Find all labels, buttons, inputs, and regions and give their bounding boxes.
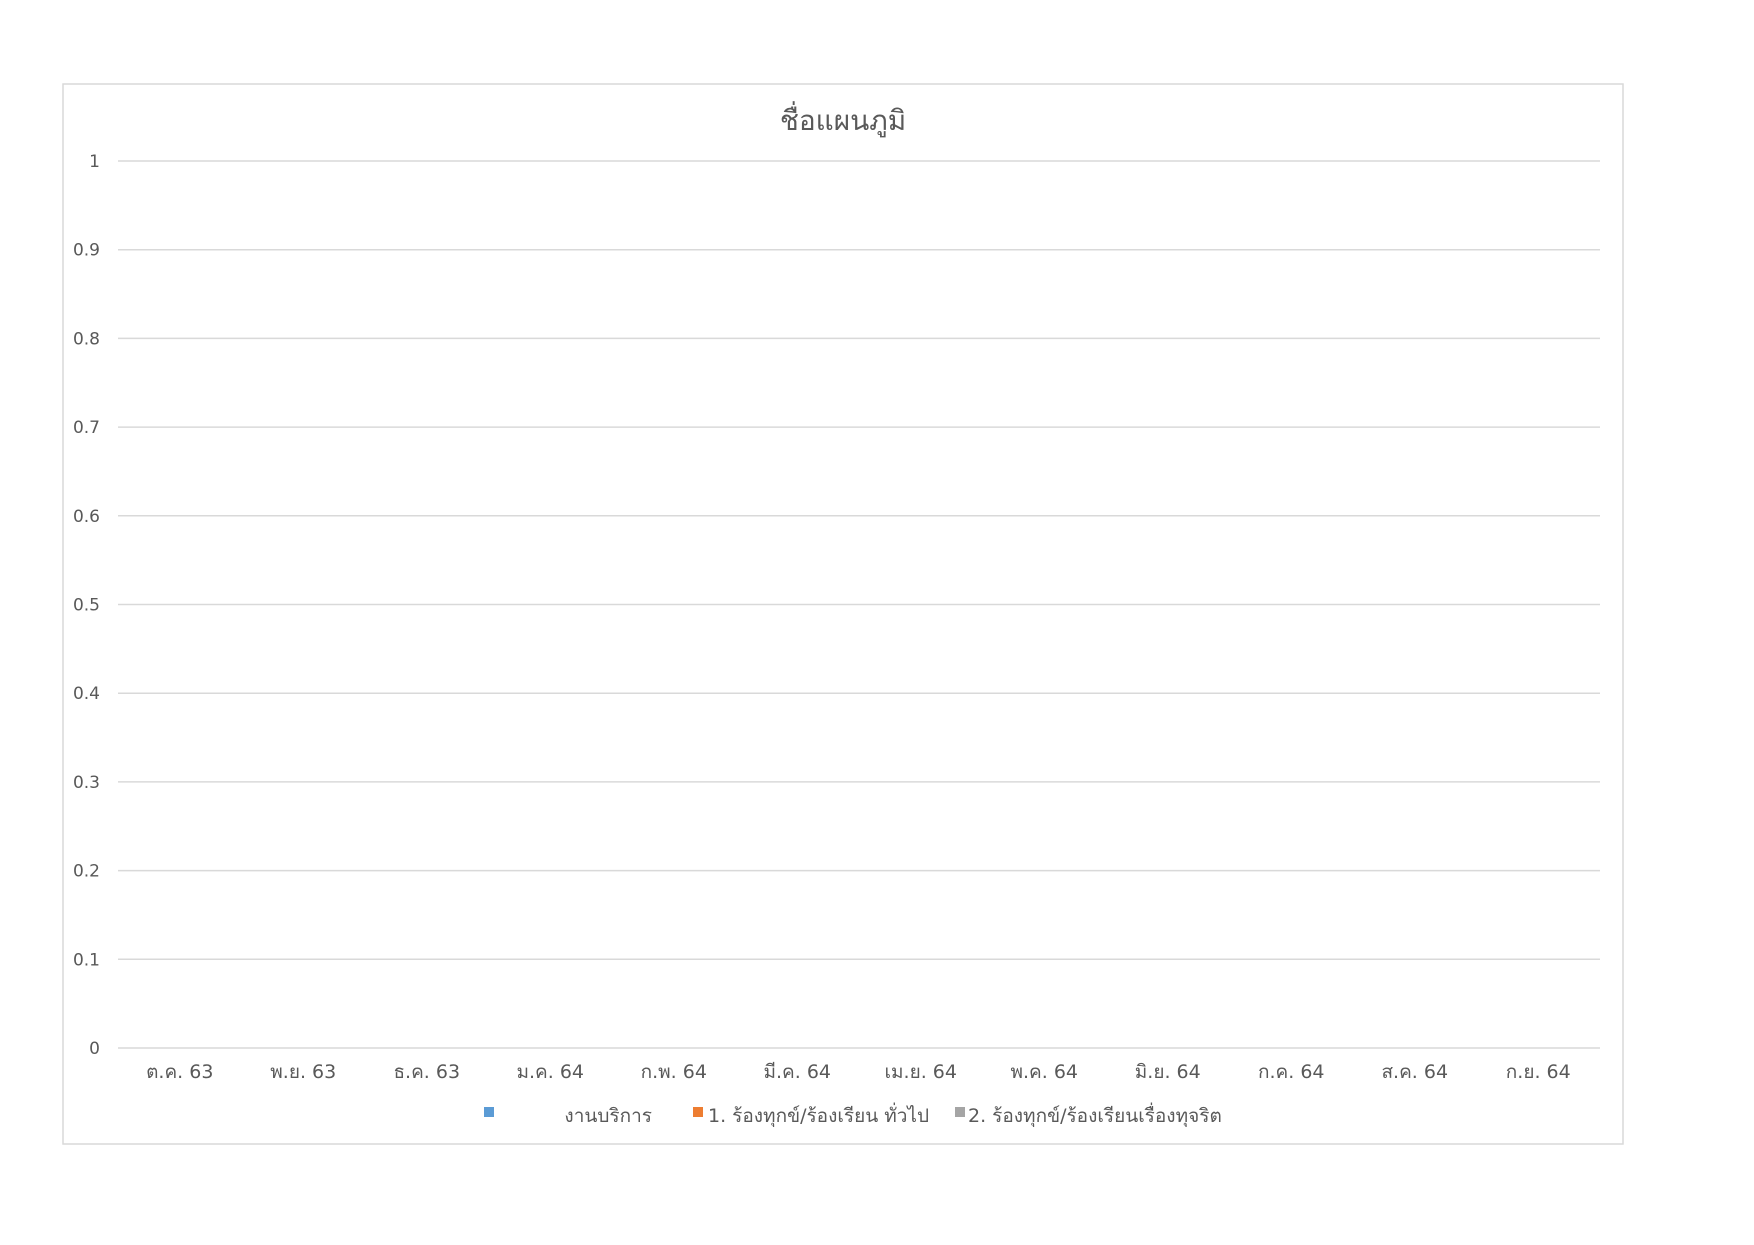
legend-label: งานบริการ xyxy=(564,1105,652,1127)
y-tick-label: 1 xyxy=(89,152,100,172)
x-tick-label: ม.ค. 64 xyxy=(516,1061,584,1083)
y-tick-label: 0 xyxy=(89,1039,100,1059)
y-tick-label: 0.5 xyxy=(73,596,100,616)
x-axis: ต.ค. 63 พ.ย. 63 ธ.ค. 63 ม.ค. 64 ก.พ. 64 มี.ค.… xyxy=(146,1061,1571,1083)
x-tick-label: ก.พ. 64 xyxy=(641,1061,707,1083)
x-tick-label: ต.ค. 63 xyxy=(146,1061,213,1083)
x-tick-label: ส.ค. 64 xyxy=(1381,1061,1448,1083)
legend: งานบริการ 1. ร้องทุกข์/ร้องเรียน ทั่วไป 2.… xyxy=(484,1102,1222,1128)
legend-marker xyxy=(484,1107,494,1117)
x-tick-label: มี.ค. 64 xyxy=(763,1061,831,1083)
chart-title: ชื่อแผนภูมิ xyxy=(780,101,906,138)
chart-area-border xyxy=(62,83,1624,1145)
y-tick-label: 0.2 xyxy=(73,862,100,882)
y-tick-label: 0.6 xyxy=(73,507,100,527)
y-tick-label: 0.4 xyxy=(73,684,100,704)
legend-label: 1. ร้องทุกข์/ร้องเรียน ทั่วไป xyxy=(708,1102,929,1128)
legend-label: 2. ร้องทุกข์/ร้องเรียนเรื่องทุจริต xyxy=(968,1102,1222,1128)
y-tick-label: 0.7 xyxy=(73,418,100,438)
legend-marker xyxy=(955,1107,965,1117)
x-tick-label: เม.ย. 64 xyxy=(885,1061,957,1083)
x-tick-label: ก.ค. 64 xyxy=(1258,1061,1325,1083)
x-tick-label: พ.ค. 64 xyxy=(1010,1061,1078,1083)
x-tick-label: มิ.ย. 64 xyxy=(1135,1061,1201,1083)
x-tick-label: ก.ย. 64 xyxy=(1506,1061,1571,1083)
y-axis: 0 0.1 0.2 0.3 0.4 0.5 0.6 0.7 0.8 0.9 1 xyxy=(73,152,100,1059)
x-tick-label: พ.ย. 63 xyxy=(270,1061,336,1083)
y-tick-label: 0.9 xyxy=(73,241,100,261)
y-tick-label: 0.3 xyxy=(73,773,100,793)
legend-marker xyxy=(693,1107,703,1117)
gridlines xyxy=(118,160,1600,1049)
y-tick-label: 0.8 xyxy=(73,329,100,349)
x-tick-label: ธ.ค. 63 xyxy=(393,1061,460,1083)
y-tick-label: 0.1 xyxy=(73,950,100,970)
